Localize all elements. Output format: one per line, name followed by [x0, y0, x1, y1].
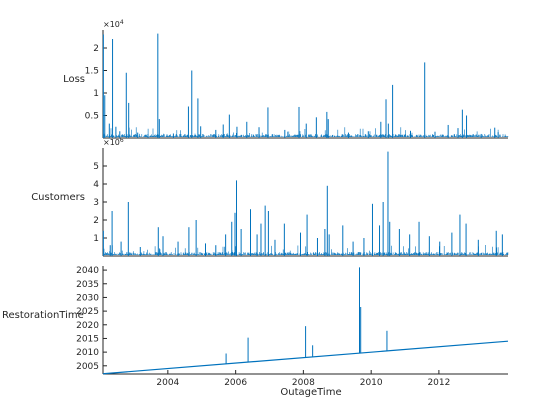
- y-tick-label: 2005: [76, 362, 99, 372]
- panel-loss: 0.5 1 1.5 2 Loss ×104: [63, 19, 509, 139]
- y-exponent-label: ×104: [103, 19, 124, 29]
- panel-customers: 1 2 3 4 5 Customers ×106: [31, 137, 509, 257]
- x-tick-label: 2006: [224, 378, 247, 388]
- y-tick-label: 2015: [76, 334, 99, 344]
- y-tick-label: 5: [93, 162, 99, 172]
- y-exponent-label: ×106: [103, 137, 124, 147]
- y-axis-label: Loss: [63, 74, 85, 85]
- y-tick-label: 1: [93, 89, 99, 99]
- series-trend-line: [102, 340, 509, 375]
- x-axis-label: OutageTime: [280, 387, 341, 398]
- y-tick-label: 3: [93, 198, 99, 208]
- y-tick-label: 1: [93, 234, 99, 244]
- y-tick-label: 2035: [76, 280, 99, 290]
- series-baseline: [103, 245, 509, 255]
- x-tick-label: 2004: [156, 378, 179, 388]
- y-tick-label: 2025: [76, 307, 99, 317]
- x-axis: 2004 2006 2008 2010 2012: [156, 370, 450, 388]
- y-tick-label: 2040: [76, 266, 99, 276]
- x-tick-label: 2008: [292, 378, 315, 388]
- x-tick-label: 2010: [360, 378, 383, 388]
- panel-restoration-time: 2005 2010 2015 2020 2025 2030 2035 2040 Restorat…: [2, 266, 509, 375]
- y-tick-label: 4: [93, 180, 99, 190]
- y-tick-label: 2: [93, 216, 99, 226]
- y-axis-label: RestorationTime: [2, 310, 84, 321]
- y-tick-label: 0.5: [85, 112, 99, 122]
- y-tick-label: 2030: [76, 293, 99, 303]
- y-tick-label: 2010: [76, 348, 99, 358]
- y-tick-label: 2: [93, 44, 99, 54]
- y-tick-label: 1.5: [85, 67, 99, 77]
- y-tick-label: 2020: [76, 321, 99, 331]
- x-tick-label: 2012: [427, 378, 450, 388]
- y-axis-label: Customers: [31, 192, 85, 203]
